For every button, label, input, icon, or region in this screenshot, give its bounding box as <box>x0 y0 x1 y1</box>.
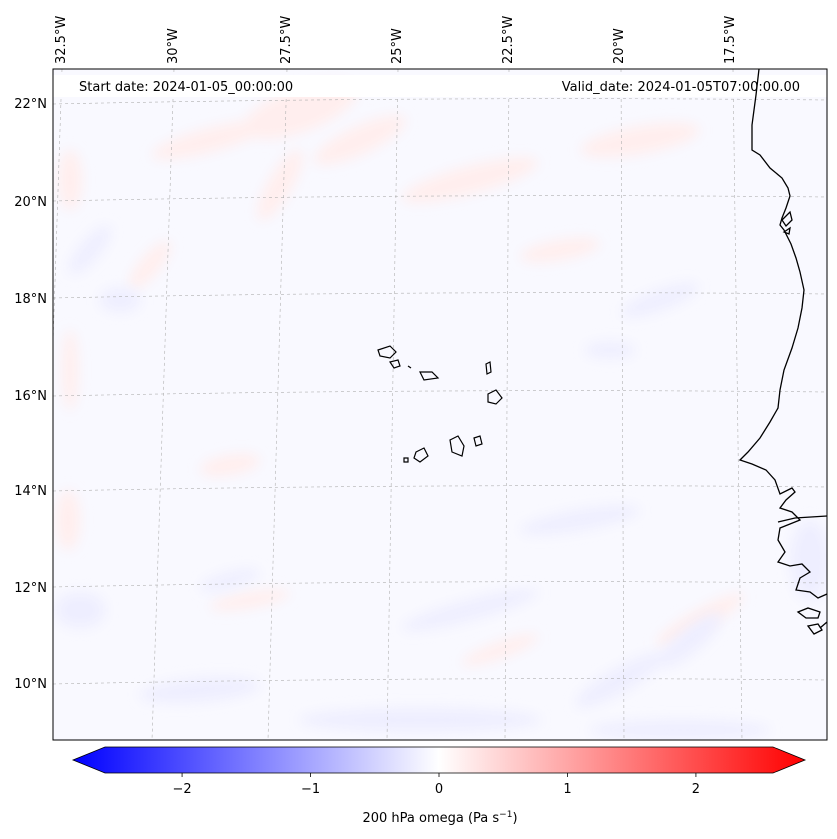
date-banner <box>53 75 827 97</box>
latitude-label: 18°N <box>14 292 47 307</box>
latitude-label: 22°N <box>14 97 47 112</box>
longitude-label: 32.5°W <box>54 16 69 64</box>
valid-date: Valid_date: 2024-01-05T07:00:00.00 <box>562 80 800 95</box>
colorbar-bar <box>71 746 807 774</box>
longitude-label: 27.5°W <box>279 16 294 64</box>
map-frame <box>52 68 828 741</box>
graticule <box>53 69 827 740</box>
coastline <box>738 69 827 635</box>
map-background <box>53 69 827 740</box>
latitude-label: 16°N <box>14 389 47 404</box>
latitude-label: 14°N <box>14 484 47 499</box>
longitude-label: 30°W <box>166 28 181 64</box>
latitude-label: 12°N <box>14 581 47 596</box>
colorbar: −2 −1 0 1 2 200 hPa omega (Pa s−1) <box>71 746 807 826</box>
colorbar-title: 200 hPa omega (Pa s−1) <box>362 810 517 826</box>
longitude-label: 25°W <box>390 28 405 64</box>
colorbar-ticks: −2 −1 0 1 2 <box>172 773 700 797</box>
omega-field <box>55 80 827 740</box>
latitude-label: 10°N <box>14 677 47 692</box>
latitude-label: 20°N <box>14 195 47 210</box>
latitude-labels: 22°N 20°N 18°N 16°N 14°N 12°N 10°N <box>14 97 47 692</box>
longitude-label: 20°W <box>612 28 627 64</box>
longitude-label: 22.5°W <box>501 16 516 64</box>
colorbar-tick-label: −2 <box>172 782 191 797</box>
longitude-label: 17.5°W <box>723 16 738 64</box>
start-date: Start date: 2024-01-05_00:00:00 <box>79 80 293 95</box>
colorbar-tick-label: 1 <box>563 782 571 797</box>
cabo-verde-islands <box>377 345 503 463</box>
colorbar-tick-label: 2 <box>692 782 700 797</box>
colorbar-tick-label: 0 <box>435 782 443 797</box>
longitude-labels: 32.5°W 30°W 27.5°W 25°W 22.5°W 20°W 17.5°W <box>54 16 738 64</box>
colorbar-tick-label: −1 <box>301 782 320 797</box>
